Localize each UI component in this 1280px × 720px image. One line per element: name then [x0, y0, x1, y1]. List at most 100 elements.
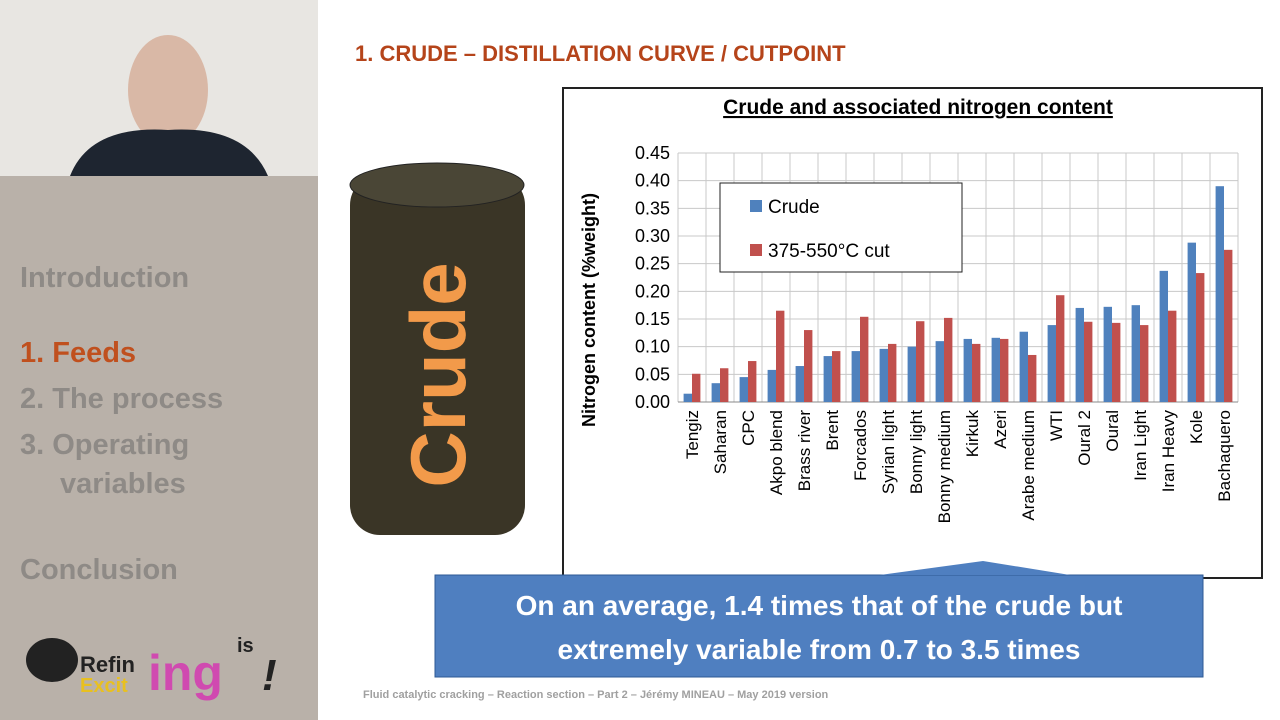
bar [1075, 307, 1084, 402]
y-tick-label: 0.35 [635, 198, 670, 218]
bar [944, 317, 953, 402]
barrel [350, 175, 525, 535]
bar [711, 383, 720, 402]
x-tick-label: Kirkuk [963, 410, 982, 458]
bar [1028, 354, 1037, 402]
footer: Fluid catalytic cracking – Reaction sect… [363, 689, 829, 701]
bar [972, 343, 981, 402]
x-tick-label: Oural 2 [1075, 410, 1094, 466]
logo-text: ! [262, 651, 277, 700]
bar [991, 337, 1000, 402]
bar [1056, 295, 1065, 402]
x-tick-label: Bonny medium [935, 410, 954, 523]
bar [804, 330, 813, 402]
bar [1000, 338, 1009, 402]
callout-pointer [880, 561, 1070, 575]
legend-label: 375-550°C cut [768, 241, 890, 262]
menu-item-active: 1. Feeds [20, 337, 136, 369]
bar [683, 393, 692, 402]
x-tick-label: WTI [1047, 410, 1066, 441]
y-tick-label: 0.10 [635, 337, 670, 357]
x-tick-label: Arabe medium [1019, 410, 1038, 521]
x-tick-label: Bachaquero [1215, 410, 1234, 502]
x-tick-label: Tengiz [683, 410, 702, 459]
bar [767, 369, 776, 402]
bar [776, 310, 785, 402]
bar [832, 351, 841, 402]
x-tick-label: Azeri [991, 410, 1010, 449]
logo-text: Refin [80, 652, 135, 677]
bar [748, 361, 757, 402]
bar [907, 346, 916, 402]
slide-title: 1. CRUDE – DISTILLATION CURVE / CUTPOINT [355, 41, 846, 66]
callout-text: extremely variable from 0.7 to 3.5 times [558, 634, 1081, 665]
bar [1168, 310, 1177, 402]
y-tick-label: 0.25 [635, 254, 670, 274]
x-tick-label: Kole [1187, 410, 1206, 444]
x-tick-label: Forcados [851, 410, 870, 481]
bar [879, 348, 888, 402]
plot: 0.00 0.05 0.10 0.15 0.20 0.25 0.30 0.35 0.40 0.45… [635, 143, 1239, 523]
bar [916, 321, 925, 402]
bar [1103, 306, 1112, 402]
menu-item: variables [60, 468, 186, 500]
y-tick-label: 0.05 [635, 364, 670, 384]
callout-text: On an average, 1.4 times that of the cru… [516, 590, 1123, 621]
bar [1131, 305, 1140, 402]
bar [888, 343, 897, 402]
bar [1140, 325, 1149, 402]
y-tick-label: 0.30 [635, 226, 670, 246]
bar [1084, 321, 1093, 402]
y-tick-label: 0.00 [635, 392, 670, 412]
x-tick-label: Bonny light [907, 410, 926, 494]
menu-item: 3. Operating [20, 429, 189, 461]
x-tick-label: CPC [739, 410, 758, 446]
bar [692, 373, 701, 402]
bar [963, 338, 972, 402]
bar [1159, 270, 1168, 402]
bar [851, 351, 860, 402]
y-tick-label: 0.15 [635, 309, 670, 329]
menu-item: Conclusion [20, 554, 178, 586]
y-axis-label: Nitrogen content (%weight) [579, 193, 599, 427]
bar [795, 366, 804, 402]
x-tick-label: Brass river [795, 410, 814, 492]
presenter-suit [70, 129, 268, 176]
bar [823, 356, 832, 402]
bar [1224, 249, 1233, 402]
bar [720, 368, 729, 402]
callout [434, 574, 1204, 678]
barrel-lid [349, 162, 525, 208]
y-tick-label: 0.20 [635, 281, 670, 301]
logo-text: ing [148, 645, 223, 701]
logo-text: is [237, 635, 254, 657]
bar [1215, 186, 1224, 402]
bar [1019, 331, 1028, 402]
menu-item: 2. The process [20, 383, 223, 415]
x-tick-label: Brent [823, 410, 842, 451]
y-tick-label: 0.45 [635, 143, 670, 163]
bar [1112, 322, 1121, 402]
x-tick-label: Syrian light [879, 410, 898, 494]
barrel-label: Crude [394, 262, 482, 487]
x-tick-label: Iran Heavy [1159, 410, 1178, 493]
presenter-head [128, 35, 208, 145]
x-tick-label: Iran Light [1131, 410, 1150, 481]
x-tick-label: Akpo blend [767, 410, 786, 495]
legend-label: Crude [768, 197, 820, 218]
bar [739, 377, 748, 402]
logo-barrel [26, 638, 78, 682]
y-tick-label: 0.40 [635, 171, 670, 191]
x-tick-label: Oural [1103, 410, 1122, 452]
legend-swatch [750, 244, 762, 256]
legend-box [719, 182, 963, 273]
logo-text: Excit [80, 675, 128, 697]
legend-swatch [750, 200, 762, 212]
bar [935, 341, 944, 402]
menu-item: Introduction [20, 262, 189, 294]
bar [1047, 325, 1056, 402]
bar [860, 316, 869, 402]
x-tick-label: Saharan [711, 410, 730, 474]
